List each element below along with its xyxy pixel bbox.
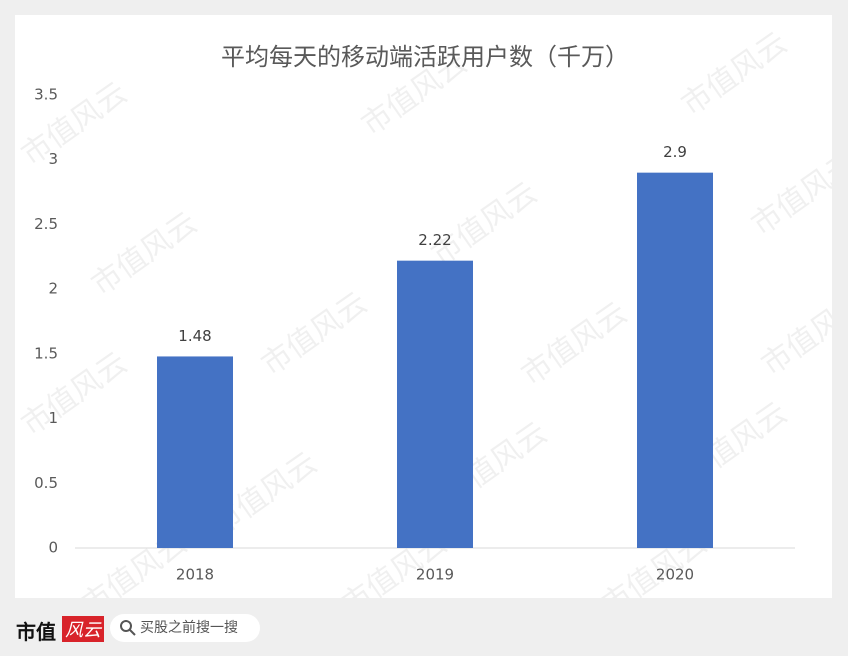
data-label: 2.22: [418, 231, 451, 249]
bar: [637, 172, 713, 548]
y-tick-label: 0.5: [34, 474, 58, 492]
data-label: 1.48: [178, 327, 211, 345]
search-icon: [120, 620, 136, 636]
bar: [157, 356, 233, 548]
y-tick-label: 1: [48, 409, 58, 427]
x-tick-label: 2019: [416, 566, 454, 584]
x-tick-label: 2020: [656, 566, 694, 584]
y-tick-label: 1.5: [34, 344, 58, 362]
y-tick-label: 3: [48, 150, 58, 168]
bar: [397, 260, 473, 548]
data-label: 2.9: [663, 143, 687, 161]
footer: 市值 风云 买股之前搜一搜: [0, 600, 848, 656]
chart-title: 平均每天的移动端活跃用户数（千万）: [221, 43, 629, 71]
brand-logo: 风云: [62, 616, 104, 642]
search-placeholder: 买股之前搜一搜: [140, 620, 238, 636]
y-tick-label: 0: [48, 539, 58, 557]
search-box[interactable]: 买股之前搜一搜: [110, 614, 260, 642]
x-tick-label: 2018: [176, 566, 214, 584]
y-tick-label: 2: [48, 280, 58, 298]
brand: 市值: [16, 620, 56, 644]
y-tick-label: 3.5: [34, 86, 58, 104]
y-tick-label: 2.5: [34, 215, 58, 233]
